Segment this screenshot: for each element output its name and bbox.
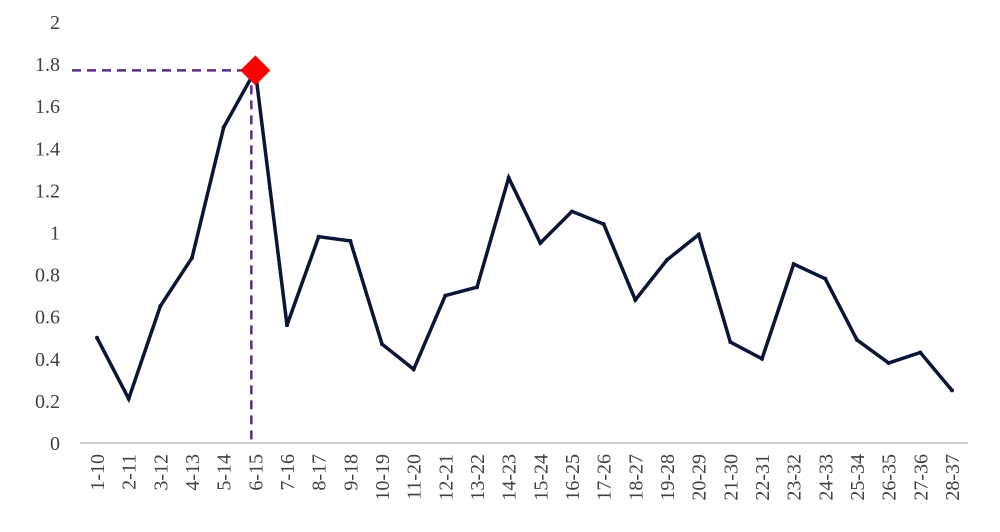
data-point [538, 241, 543, 246]
x-tick-label: 10-19 [372, 454, 394, 501]
data-point [633, 297, 638, 302]
data-point [221, 125, 226, 130]
x-tick-label: 23-32 [784, 454, 806, 501]
x-tick-label: 2-11 [119, 454, 141, 490]
x-tick-label: 24-33 [815, 454, 837, 501]
y-tick-label: 1.2 [35, 180, 60, 202]
y-tick-label: 1.4 [35, 138, 60, 160]
x-tick-label: 15-24 [530, 454, 552, 501]
data-point [918, 350, 923, 355]
x-tick-label: 12-21 [435, 454, 457, 501]
x-tick-label: 21-30 [720, 454, 742, 501]
data-point [126, 396, 131, 401]
x-tick-label: 14-23 [499, 454, 521, 501]
data-point [475, 285, 479, 290]
data-point [285, 323, 289, 328]
y-tick-label: 1 [50, 223, 60, 245]
data-point [791, 262, 796, 267]
x-tick-label: 25-34 [847, 454, 869, 501]
data-point [506, 175, 511, 180]
y-tick-label: 2 [50, 12, 60, 34]
y-tick-label: 0.2 [35, 391, 60, 413]
x-tick-label: 28-37 [942, 454, 964, 501]
highlight-guides [72, 69, 256, 443]
data-point [316, 234, 321, 239]
data-point [158, 304, 163, 309]
x-tick-label: 6-15 [245, 454, 267, 491]
x-tick-label: 3-12 [150, 454, 172, 491]
x-tick-label: 22-31 [752, 454, 774, 501]
y-tick-label: 1.6 [35, 96, 60, 118]
peak-diamond-marker [240, 55, 271, 86]
data-point [823, 276, 828, 281]
x-tick-label: 4-13 [182, 454, 204, 491]
data-point [665, 257, 669, 262]
x-tick-label: 11-20 [404, 454, 426, 500]
series-points [95, 68, 954, 401]
x-tick-label: 13-22 [467, 454, 489, 501]
data-point [696, 232, 701, 237]
data-point [570, 209, 574, 214]
x-tick-label: 16-25 [562, 454, 584, 501]
data-point [348, 238, 353, 243]
x-tick-label: 5-14 [214, 454, 236, 491]
data-point [411, 367, 416, 372]
x-tick-label: 19-28 [657, 454, 679, 501]
y-tick-label: 0 [50, 433, 60, 455]
x-tick-label: 7-16 [277, 454, 299, 491]
x-axis-ticks: 1-10 2-11 3-12 4-13 5-14 6-15 7-16 8-17 9-18 10-1… [87, 454, 964, 501]
data-point [190, 255, 194, 260]
data-point [601, 222, 606, 227]
x-tick-label: 9-18 [340, 454, 362, 491]
x-tick-label: 20-29 [689, 454, 711, 501]
x-tick-label: 18-27 [625, 454, 647, 501]
data-point [380, 342, 384, 347]
y-tick-label: 0.4 [35, 349, 60, 371]
x-tick-label: 26-35 [879, 454, 901, 501]
y-tick-label: 1.8 [35, 54, 60, 76]
x-tick-label: 17-26 [594, 454, 616, 501]
data-point [855, 337, 859, 342]
x-tick-label: 27-36 [910, 454, 932, 501]
peak-marker [240, 55, 271, 86]
y-tick-label: 0.8 [35, 265, 60, 287]
data-point [443, 293, 448, 298]
series-line [95, 64, 954, 404]
data-point [886, 361, 891, 366]
x-tick-label: 8-17 [309, 454, 331, 491]
data-point [728, 339, 733, 344]
y-axis-ticks: 0 0.2 0.4 0.6 0.8 1 1.2 1.4 1.6 1.8 2 [35, 12, 60, 455]
y-tick-label: 0.6 [35, 307, 60, 329]
data-point [95, 335, 99, 340]
data-point [760, 356, 764, 361]
data-point [950, 388, 954, 393]
x-tick-label: 1-10 [87, 454, 109, 491]
